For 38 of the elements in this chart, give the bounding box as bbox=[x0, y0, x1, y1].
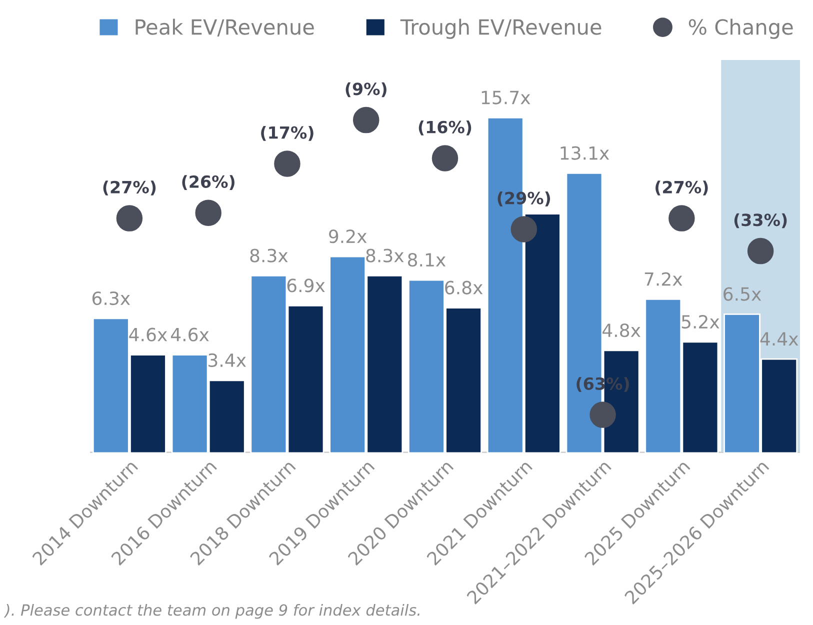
data-label: (27%) bbox=[656, 180, 708, 196]
data-label: (16%) bbox=[418, 120, 472, 136]
data-label: (26%) bbox=[182, 175, 234, 190]
data-label: 9.2x bbox=[329, 230, 367, 244]
data-label: 4.6x bbox=[170, 328, 209, 342]
legend-label: Peak EV/Revenue bbox=[136, 18, 314, 37]
data-label: 4.6x bbox=[129, 328, 168, 342]
data-label: 8.1x bbox=[408, 253, 446, 267]
point bbox=[747, 238, 774, 264]
data-label: 13.1x bbox=[560, 146, 610, 160]
data-label: (27%) bbox=[103, 180, 156, 196]
legend-label: % Change bbox=[688, 18, 793, 39]
data-label: 6.8x bbox=[445, 280, 483, 294]
data-label: 6.9x bbox=[287, 278, 325, 292]
point bbox=[668, 205, 695, 232]
data-label: 6.5x bbox=[724, 287, 762, 301]
data-label: 3.4x bbox=[208, 353, 246, 368]
data-label: 4.8x bbox=[602, 324, 640, 338]
legend-label: Trough EV/Revenue bbox=[400, 18, 602, 39]
data-label: 6.3x bbox=[92, 291, 130, 306]
point bbox=[590, 402, 616, 428]
point bbox=[274, 150, 300, 177]
point bbox=[352, 106, 380, 134]
data-label: (17%) bbox=[261, 126, 314, 141]
data-label: 8.3x bbox=[250, 248, 288, 262]
data-label: 8.3x bbox=[366, 248, 404, 262]
point bbox=[510, 216, 538, 242]
text: ). Please contact the team on page 9 for index details. bbox=[4, 604, 420, 619]
data-label: 5.2x bbox=[682, 314, 720, 329]
data-label: (9%) bbox=[346, 82, 386, 98]
data-label: 15.7x bbox=[482, 90, 530, 104]
data-label: 7.2x bbox=[644, 272, 682, 286]
point bbox=[116, 205, 143, 232]
data-label: 4.4x bbox=[760, 332, 798, 346]
data-label: (63%) bbox=[576, 377, 629, 392]
point bbox=[195, 200, 222, 226]
point bbox=[432, 145, 458, 172]
data-label: (33%) bbox=[734, 213, 787, 228]
